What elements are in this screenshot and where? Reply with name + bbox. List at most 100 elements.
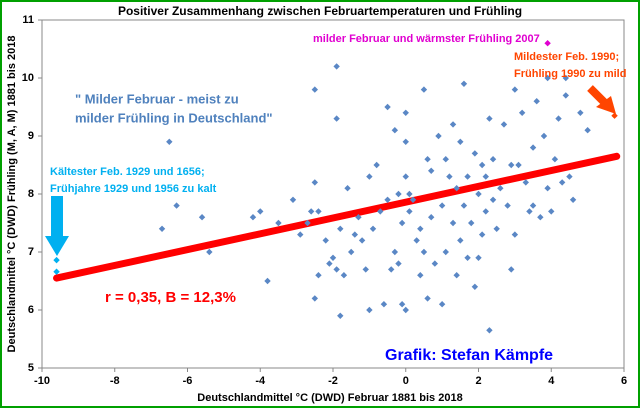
point — [464, 173, 471, 180]
arrow — [587, 85, 608, 106]
annotation: milder Februar und wärmster Frühling 200… — [313, 33, 540, 45]
x-tick-label: -6 — [183, 375, 193, 387]
point — [53, 268, 60, 275]
x-axis-label: Deutschlandmittel °C (DWD) Februar 1881 … — [197, 392, 462, 404]
point — [311, 179, 319, 186]
point — [355, 214, 362, 221]
point — [562, 74, 569, 82]
point — [489, 196, 497, 203]
annotation: Mildester Feb. 1990; — [514, 51, 619, 63]
point — [264, 277, 271, 285]
point — [249, 214, 257, 221]
point — [173, 202, 180, 209]
point — [460, 202, 468, 209]
point — [275, 219, 282, 227]
point — [511, 86, 519, 93]
point — [362, 266, 369, 273]
point — [489, 156, 497, 163]
y-tick-label: 5 — [28, 362, 34, 374]
y-tick-label: 8 — [28, 188, 34, 200]
point — [377, 208, 384, 215]
point — [558, 179, 566, 186]
point — [206, 248, 213, 256]
x-tick-label: -2 — [328, 375, 338, 387]
point — [166, 138, 173, 145]
point — [402, 306, 409, 314]
annotation: Grafik: Stefan Kämpfe — [385, 347, 553, 364]
point — [424, 295, 431, 302]
point — [322, 237, 329, 244]
annotation: Frühling 1990 zu mild — [514, 68, 626, 80]
y-tick-label: 7 — [28, 246, 34, 258]
point — [449, 219, 457, 227]
point — [384, 196, 391, 203]
y-axis-label: Deutschlandmittel °C (DWD) Frühling (M, … — [6, 36, 18, 353]
point — [417, 225, 424, 232]
point — [555, 115, 562, 122]
point — [304, 219, 311, 227]
arrow-head — [596, 96, 616, 114]
point — [464, 254, 471, 261]
point — [428, 167, 435, 174]
point — [428, 214, 435, 221]
point — [289, 196, 297, 203]
point — [344, 185, 351, 192]
x-tick-label: 4 — [548, 375, 555, 387]
point — [431, 260, 439, 267]
point — [297, 231, 304, 238]
point — [453, 185, 460, 192]
point — [475, 254, 482, 261]
point — [391, 248, 399, 256]
point — [402, 109, 409, 116]
point — [478, 161, 486, 169]
point — [311, 295, 319, 302]
annotation: " Milder Februar - meist zu — [75, 91, 239, 106]
arrow-head — [45, 236, 69, 256]
x-tick-label: -10 — [34, 375, 50, 387]
point — [337, 312, 344, 319]
point — [453, 272, 460, 279]
point — [508, 266, 515, 273]
point — [540, 132, 548, 140]
point — [395, 190, 402, 198]
point — [198, 214, 206, 221]
point — [544, 185, 551, 192]
point — [406, 208, 413, 215]
y-tick-label: 9 — [28, 130, 34, 142]
point — [406, 190, 413, 198]
point — [329, 254, 337, 261]
point — [577, 109, 584, 116]
point — [544, 40, 551, 47]
point — [333, 115, 340, 122]
point — [420, 248, 428, 256]
x-tick-label: -8 — [110, 375, 120, 387]
point — [562, 92, 569, 99]
point — [566, 173, 573, 180]
point — [493, 225, 500, 232]
point — [475, 190, 482, 198]
point — [395, 260, 402, 267]
point — [315, 272, 322, 279]
point — [424, 156, 431, 163]
point — [526, 208, 533, 215]
point — [402, 173, 409, 180]
point — [611, 112, 618, 119]
point — [158, 225, 166, 232]
point — [380, 301, 388, 308]
point — [544, 74, 551, 82]
y-tick-label: 10 — [22, 72, 34, 84]
point — [533, 98, 540, 105]
point — [409, 196, 417, 203]
x-tick-label: 6 — [621, 375, 627, 387]
point — [471, 283, 479, 290]
point — [438, 202, 446, 209]
point — [337, 225, 344, 232]
point — [529, 202, 537, 209]
point — [471, 150, 479, 157]
point — [366, 306, 373, 314]
point — [500, 121, 508, 128]
point — [388, 266, 395, 273]
point — [522, 179, 529, 186]
point — [504, 202, 511, 209]
